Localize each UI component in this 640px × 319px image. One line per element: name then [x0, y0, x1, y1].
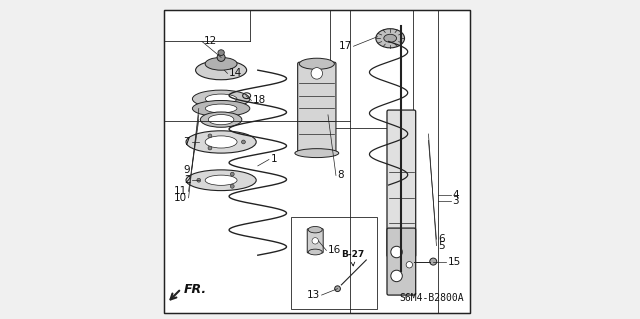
Text: B-27: B-27	[340, 250, 364, 266]
Circle shape	[312, 238, 319, 244]
Circle shape	[197, 178, 201, 182]
Text: 1: 1	[271, 154, 277, 165]
Ellipse shape	[193, 100, 250, 116]
Text: 16: 16	[328, 245, 341, 256]
Ellipse shape	[217, 53, 225, 61]
FancyBboxPatch shape	[307, 229, 323, 253]
Text: 13: 13	[307, 290, 320, 300]
Text: 15: 15	[447, 256, 461, 267]
Text: 2: 2	[184, 175, 191, 185]
Circle shape	[406, 262, 413, 268]
Ellipse shape	[205, 136, 237, 148]
Circle shape	[391, 246, 403, 258]
Circle shape	[230, 172, 234, 176]
Text: 17: 17	[339, 41, 352, 51]
FancyBboxPatch shape	[298, 62, 336, 155]
Bar	[291, 217, 378, 309]
Text: 5: 5	[438, 241, 445, 251]
Text: 8: 8	[337, 170, 344, 181]
Circle shape	[208, 146, 212, 150]
Circle shape	[230, 184, 234, 188]
Ellipse shape	[308, 226, 322, 233]
Ellipse shape	[205, 57, 237, 70]
Ellipse shape	[308, 249, 322, 255]
Text: 6: 6	[438, 234, 445, 244]
Ellipse shape	[186, 170, 256, 191]
Ellipse shape	[186, 131, 256, 153]
Ellipse shape	[209, 115, 234, 125]
Ellipse shape	[300, 58, 334, 70]
Text: 14: 14	[229, 68, 243, 78]
Circle shape	[241, 140, 245, 144]
Ellipse shape	[384, 34, 397, 42]
Ellipse shape	[193, 90, 250, 108]
Text: 9: 9	[184, 165, 190, 175]
Text: 12: 12	[204, 36, 217, 47]
FancyBboxPatch shape	[387, 110, 416, 257]
Text: 3: 3	[452, 196, 459, 206]
Text: 18: 18	[253, 95, 266, 106]
Text: 10: 10	[174, 193, 187, 203]
Bar	[330, 10, 413, 128]
Ellipse shape	[295, 149, 339, 158]
Ellipse shape	[196, 61, 246, 80]
Text: 7: 7	[184, 137, 190, 147]
Ellipse shape	[205, 104, 237, 113]
Ellipse shape	[200, 112, 242, 127]
Text: FR.: FR.	[184, 283, 207, 295]
Circle shape	[208, 134, 212, 138]
Text: 11: 11	[173, 186, 187, 197]
Ellipse shape	[205, 175, 237, 185]
Text: S6M4-B2800A: S6M4-B2800A	[399, 293, 463, 303]
FancyBboxPatch shape	[387, 228, 416, 295]
Ellipse shape	[218, 50, 224, 56]
Ellipse shape	[335, 286, 340, 292]
Ellipse shape	[429, 258, 436, 265]
Text: 4: 4	[452, 189, 459, 200]
Circle shape	[391, 270, 403, 282]
Circle shape	[311, 68, 323, 79]
Ellipse shape	[205, 94, 237, 104]
Ellipse shape	[376, 29, 404, 48]
